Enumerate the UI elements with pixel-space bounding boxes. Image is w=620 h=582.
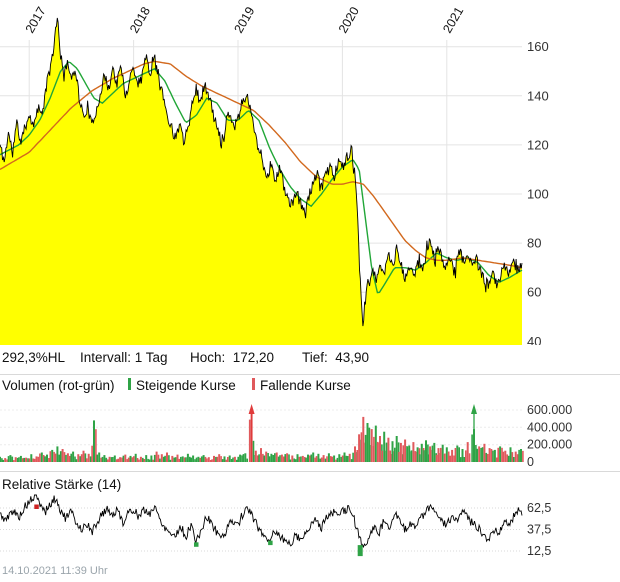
rsi-title: Relative Stärke (14) xyxy=(2,477,122,492)
chart-info-bar: 292,3%HL Intervall: 1 Tag Hoch: 172,20 T… xyxy=(0,350,620,370)
rsi-header: Relative Stärke (14) xyxy=(2,477,121,492)
svg-text:37,5: 37,5 xyxy=(527,523,551,537)
range-percent-label: 292,3%HL xyxy=(2,350,66,365)
svg-text:140: 140 xyxy=(527,88,549,103)
svg-text:80: 80 xyxy=(527,236,541,251)
timestamp: 14.10.2021 11:39 Uhr xyxy=(2,565,108,577)
falling-prices-swatch-icon xyxy=(252,378,255,390)
interval-label: Intervall: 1 Tag xyxy=(80,350,168,365)
high-value-label: Hoch: 172,20 xyxy=(190,350,275,365)
svg-text:0: 0 xyxy=(527,455,534,469)
rsi-chart[interactable]: 62,5 37,5 12,5 xyxy=(0,494,620,564)
volume-title: Volumen (rot-grün) xyxy=(2,378,115,393)
falling-prices-legend-label: Fallende Kurse xyxy=(260,378,351,393)
svg-text:40: 40 xyxy=(527,334,541,345)
low-value-label: Tief: 43,90 xyxy=(302,350,370,365)
svg-text:200.000: 200.000 xyxy=(527,438,572,452)
svg-text:2017: 2017 xyxy=(23,4,49,35)
rising-prices-swatch-icon xyxy=(128,378,131,390)
svg-text:12,5: 12,5 xyxy=(527,544,551,558)
price-chart[interactable]: 160 140 120 100 80 60 40 2017 2018 2019 2020 2021 xyxy=(0,0,620,345)
svg-text:2018: 2018 xyxy=(127,4,153,35)
svg-text:2020: 2020 xyxy=(336,4,362,35)
svg-text:62,5: 62,5 xyxy=(527,501,551,515)
svg-text:2019: 2019 xyxy=(231,4,257,35)
rising-prices-legend-label: Steigende Kurse xyxy=(136,378,236,393)
svg-text:600.000: 600.000 xyxy=(527,403,572,417)
svg-text:100: 100 xyxy=(527,187,549,202)
svg-text:400.000: 400.000 xyxy=(527,420,572,434)
svg-text:160: 160 xyxy=(527,39,549,54)
separator xyxy=(0,471,620,472)
svg-text:60: 60 xyxy=(527,285,541,300)
svg-text:120: 120 xyxy=(527,137,549,152)
volume-chart[interactable]: 600.000 400.000 200.000 0 xyxy=(0,398,620,470)
volume-header: Volumen (rot-grün) Steigende Kurse Falle… xyxy=(0,378,620,394)
svg-text:2021: 2021 xyxy=(440,4,466,35)
separator xyxy=(0,374,620,375)
